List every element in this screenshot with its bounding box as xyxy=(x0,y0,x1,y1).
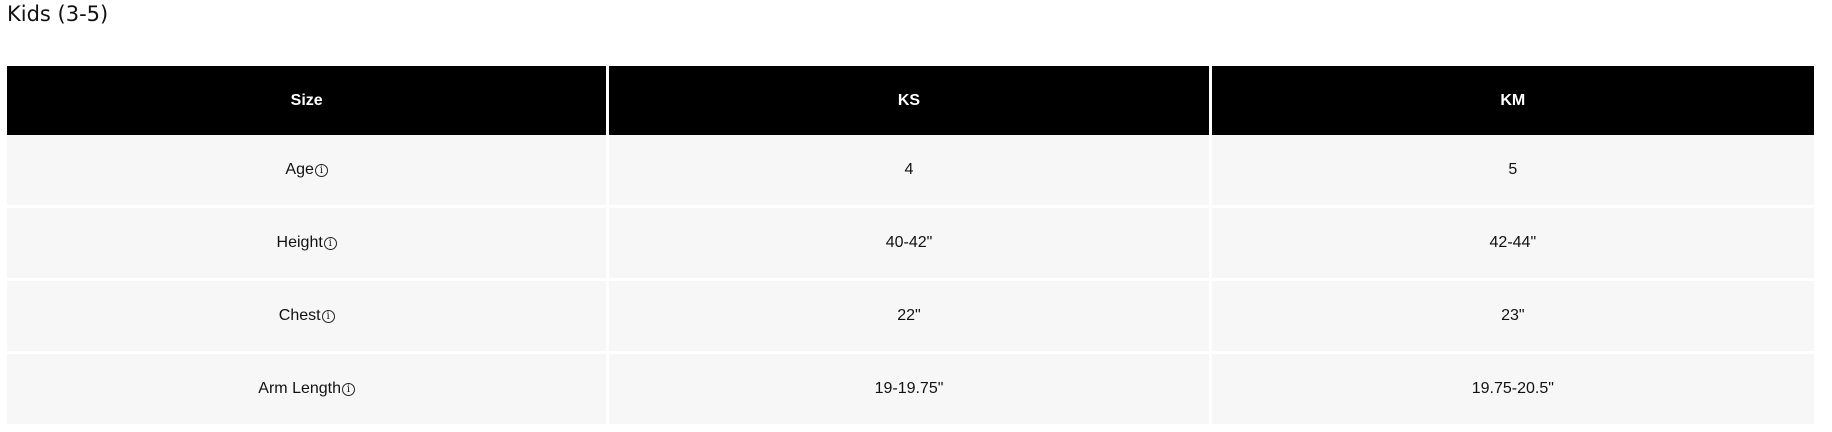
row-label: Height i xyxy=(7,205,610,278)
cell-value: 5 xyxy=(1211,135,1814,205)
cell-value: 42-44" xyxy=(1211,205,1814,278)
cell-value: 23" xyxy=(1211,278,1814,351)
table-row: Arm Length i 19-19.75" 19.75-20.5" xyxy=(7,351,1814,424)
header-ks: KS xyxy=(609,66,1212,135)
cell-value: 4 xyxy=(609,135,1212,205)
header-km: KM xyxy=(1211,66,1814,135)
size-chart-table: Size KS KM Age i 4 5 Height i 40-42" 42-44… xyxy=(7,66,1814,424)
section-title: Kids (3-5) xyxy=(7,2,109,26)
header-size: Size xyxy=(7,66,610,135)
info-icon[interactable]: i xyxy=(342,383,356,396)
header-row: Size KS KM xyxy=(7,66,1814,135)
row-label: Arm Length i xyxy=(7,351,610,424)
cell-value: 19.75-20.5" xyxy=(1211,351,1814,424)
info-icon[interactable]: i xyxy=(321,310,335,323)
cell-value: 22" xyxy=(609,278,1212,351)
info-icon[interactable]: i xyxy=(323,237,337,250)
row-label: Age i xyxy=(7,135,610,205)
cell-value: 19-19.75" xyxy=(609,351,1212,424)
cell-value: 40-42" xyxy=(609,205,1212,278)
table-row: Age i 4 5 xyxy=(7,135,1814,205)
table-row: Chest i 22" 23" xyxy=(7,278,1814,351)
info-icon[interactable]: i xyxy=(314,164,328,177)
table-row: Height i 40-42" 42-44" xyxy=(7,205,1814,278)
row-label: Chest i xyxy=(7,278,610,351)
